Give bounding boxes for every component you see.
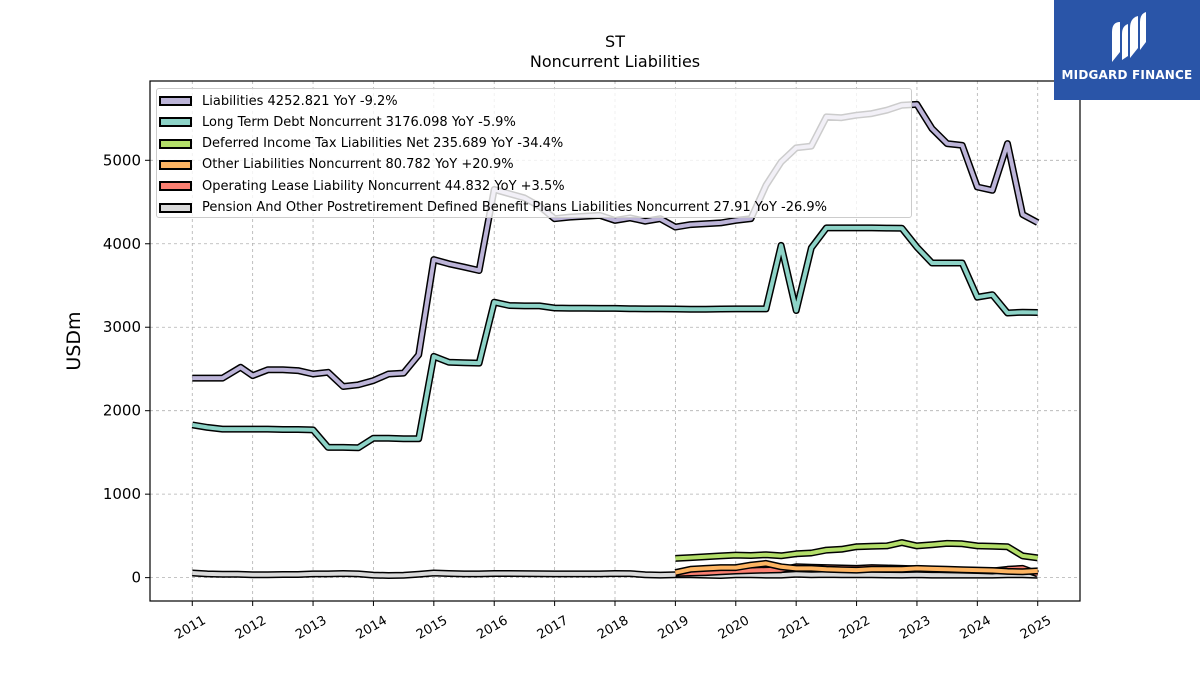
- x-tick-label: 2022: [837, 613, 873, 643]
- y-tick-label: 2000: [103, 402, 141, 420]
- legend-label: Operating Lease Liability Noncurrent 44.…: [202, 178, 565, 194]
- x-tick-label: 2016: [474, 613, 510, 643]
- legend-item: Pension And Other Postretirement Defined…: [159, 198, 827, 218]
- series-line-3: [674, 561, 1038, 575]
- series-line-1: [191, 225, 1038, 450]
- x-tick-label: 2014: [354, 613, 390, 643]
- x-tick-label: 2021: [776, 613, 812, 643]
- brand-logo: MIDGARD FINANCE: [1054, 0, 1200, 100]
- midgard-logo-icon: [1112, 12, 1146, 62]
- x-tick-label: 2012: [233, 613, 269, 643]
- x-tick-label: 2025: [1018, 613, 1054, 643]
- x-tick-label: 2018: [595, 613, 631, 643]
- y-tick-label: 5000: [103, 151, 141, 169]
- x-tick-label: 2011: [172, 613, 208, 643]
- brand-name: MIDGARD FINANCE: [1061, 68, 1193, 82]
- legend-label: Deferred Income Tax Liabilities Net 235.…: [202, 136, 564, 152]
- y-axis-label: USDm: [63, 311, 85, 370]
- y-tick-label: 1000: [103, 485, 141, 503]
- series-outline-1: [191, 224, 1038, 452]
- legend-label: Long Term Debt Noncurrent 3176.098 YoY -…: [202, 114, 516, 130]
- series-line-5: [192, 571, 1038, 578]
- x-tick-label: 2020: [716, 613, 752, 643]
- legend-swatch: [159, 117, 192, 128]
- x-tick-label: 2017: [535, 613, 571, 643]
- legend-item: Long Term Debt Noncurrent 3176.098 YoY -…: [159, 112, 516, 132]
- legend-swatch: [159, 159, 192, 170]
- legend-swatch: [159, 96, 192, 106]
- x-tick-label: 2013: [293, 613, 329, 643]
- legend-swatch: [159, 181, 192, 192]
- x-tick-label: 2015: [414, 613, 450, 643]
- legend-label: Pension And Other Postretirement Defined…: [202, 200, 828, 215]
- legend-swatch: [159, 138, 192, 149]
- legend-item: Other Liabilities Noncurrent 80.782 YoY …: [159, 155, 514, 175]
- x-tick-label: 2019: [656, 613, 692, 643]
- series-line-2: [675, 540, 1038, 561]
- y-tick-label: 4000: [103, 235, 141, 253]
- legend-item: Deferred Income Tax Liabilities Net 235.…: [159, 134, 563, 154]
- legend-swatch: [159, 202, 192, 213]
- legend-label: Other Liabilities Noncurrent 80.782 YoY …: [202, 157, 514, 173]
- legend-label: Liabilities 4252.821 YoY -9.2%: [202, 93, 398, 109]
- y-tick-label: 3000: [103, 318, 141, 336]
- chart-subtitle: Noncurrent Liabilities: [529, 52, 701, 71]
- legend-item: Operating Lease Liability Noncurrent 44.…: [159, 176, 565, 196]
- chart-title: ST: [605, 32, 625, 51]
- x-tick-label: 2023: [897, 613, 933, 643]
- x-tick-label: 2024: [958, 613, 994, 643]
- chart-legend: Liabilities 4252.821 YoY -9.2% Long Term …: [156, 88, 912, 218]
- legend-item: Liabilities 4252.821 YoY -9.2%: [159, 91, 398, 111]
- y-tick-label: 0: [131, 569, 141, 587]
